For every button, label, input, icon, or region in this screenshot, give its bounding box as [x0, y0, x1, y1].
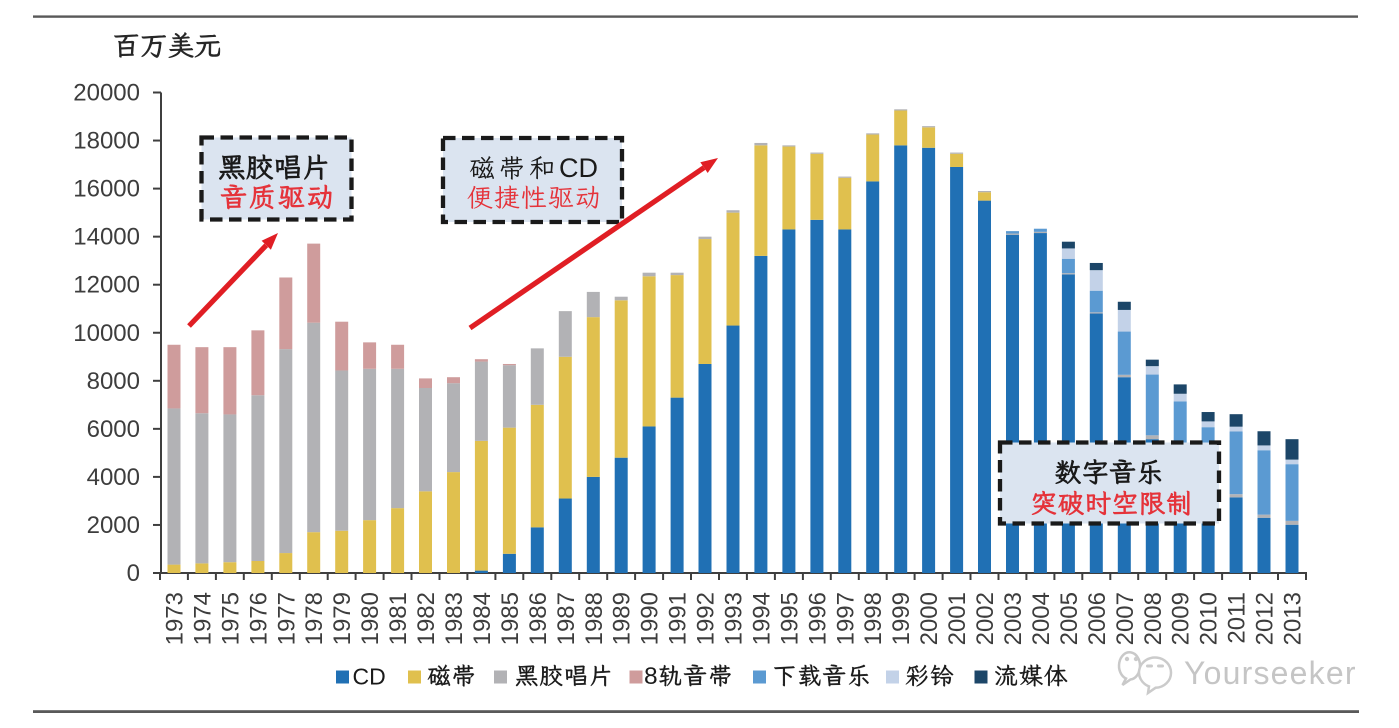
svg-text:1975: 1975 — [217, 592, 244, 645]
svg-text:2007: 2007 — [1112, 592, 1139, 645]
svg-text:1991: 1991 — [665, 592, 692, 645]
svg-text:20000: 20000 — [73, 80, 140, 107]
svg-text:1973: 1973 — [162, 592, 189, 645]
svg-text:1992: 1992 — [693, 592, 720, 645]
svg-text:1989: 1989 — [609, 592, 636, 645]
svg-text:0: 0 — [127, 560, 140, 587]
svg-text:2000: 2000 — [916, 592, 943, 645]
svg-text:1999: 1999 — [888, 592, 915, 645]
svg-text:1993: 1993 — [721, 592, 748, 645]
svg-text:1974: 1974 — [189, 592, 216, 645]
svg-text:2006: 2006 — [1084, 592, 1111, 645]
svg-text:2004: 2004 — [1028, 592, 1055, 645]
svg-text:2000: 2000 — [87, 512, 140, 539]
svg-text:8000: 8000 — [87, 368, 140, 395]
svg-text:1983: 1983 — [441, 592, 468, 645]
svg-text:1997: 1997 — [832, 592, 859, 645]
svg-text:CD: CD — [353, 664, 386, 690]
svg-text:2011: 2011 — [1224, 592, 1251, 644]
svg-text:1986: 1986 — [525, 592, 552, 645]
svg-text:1995: 1995 — [776, 592, 803, 645]
svg-text:1979: 1979 — [329, 592, 356, 645]
svg-text:12000: 12000 — [73, 272, 140, 299]
svg-text:1976: 1976 — [245, 592, 272, 645]
svg-text:1988: 1988 — [581, 592, 608, 645]
svg-text:1984: 1984 — [469, 592, 496, 645]
svg-text:1981: 1981 — [385, 592, 412, 645]
svg-text:1985: 1985 — [497, 592, 524, 645]
svg-text:1977: 1977 — [273, 592, 300, 645]
svg-text:1980: 1980 — [357, 592, 384, 645]
svg-text:1987: 1987 — [553, 592, 580, 645]
svg-text:2003: 2003 — [1000, 592, 1027, 645]
svg-text:10000: 10000 — [73, 320, 140, 347]
svg-text:14000: 14000 — [73, 224, 140, 251]
svg-text:6000: 6000 — [87, 416, 140, 443]
svg-text:CD: CD — [559, 153, 598, 183]
svg-text:2009: 2009 — [1168, 592, 1195, 645]
svg-text:1994: 1994 — [748, 592, 775, 645]
svg-text:1982: 1982 — [413, 592, 440, 645]
svg-text:16000: 16000 — [73, 176, 140, 203]
svg-text:1996: 1996 — [804, 592, 831, 645]
svg-text:2001: 2001 — [944, 592, 971, 645]
svg-text:Yourseeker: Yourseeker — [1184, 655, 1357, 691]
svg-text:1990: 1990 — [637, 592, 664, 645]
svg-text:2002: 2002 — [972, 592, 999, 645]
svg-text:2010: 2010 — [1196, 592, 1223, 645]
svg-text:2005: 2005 — [1056, 592, 1083, 645]
svg-text:8: 8 — [644, 663, 658, 690]
svg-text:1998: 1998 — [860, 592, 887, 645]
svg-text:4000: 4000 — [87, 464, 140, 491]
svg-text:2013: 2013 — [1280, 592, 1307, 645]
svg-text:18000: 18000 — [73, 128, 140, 155]
svg-text:1978: 1978 — [301, 592, 328, 645]
svg-text:2008: 2008 — [1140, 592, 1167, 645]
svg-text:2012: 2012 — [1252, 592, 1279, 645]
